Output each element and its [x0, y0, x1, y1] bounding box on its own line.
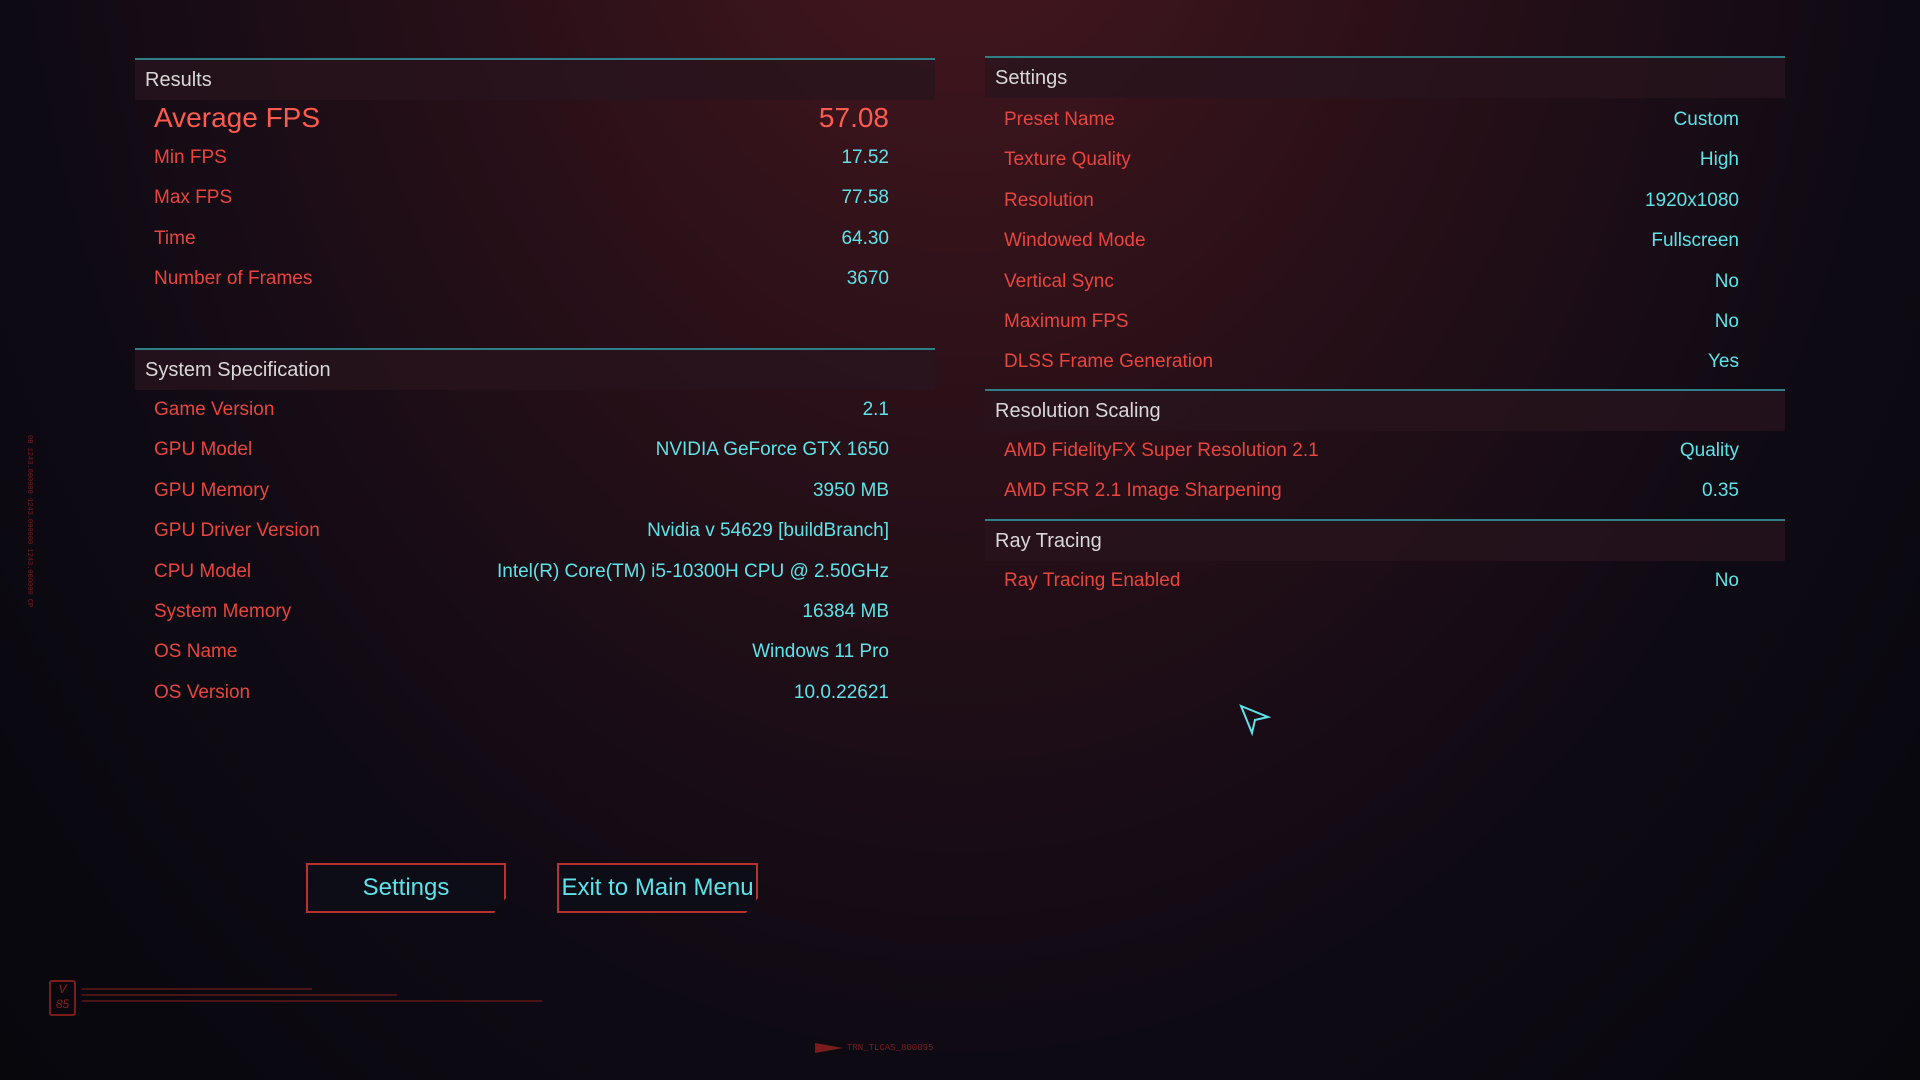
row-label: AMD FidelityFX Super Resolution 2.1: [1004, 440, 1319, 461]
table-row: Maximum FPS No: [985, 302, 1785, 342]
table-row: OS Name Windows 11 Pro: [135, 632, 935, 672]
system-header: System Specification: [135, 350, 935, 390]
row-value: Intel(R) Core(TM) i5-10300H CPU @ 2.50GH…: [496, 560, 889, 582]
results-panel: Results Average FPS 57.08 Min FPS 17.52 Max…: [135, 58, 935, 348]
table-row: Preset Name Custom: [985, 100, 1785, 140]
row-value: Nvidia v 54629 [buildBranch]: [647, 520, 889, 542]
row-label: Resolution: [1004, 189, 1094, 211]
version-badge: V 85: [49, 980, 76, 1016]
row-label: Texture Quality: [1004, 149, 1131, 171]
row-value: 0.35: [1702, 480, 1739, 502]
row-value: Quality: [1679, 440, 1739, 461]
row-value: 77.58: [841, 187, 889, 209]
table-row: Ray Tracing Enabled No: [985, 561, 1785, 601]
system-panel: System Specification Game Version 2.1 GPU …: [135, 348, 935, 708]
row-value: 64.30: [841, 227, 889, 249]
row-label: System Memory: [154, 601, 292, 622]
table-row: DLSS Frame Generation Yes: [985, 342, 1785, 382]
scaling-header: Resolution Scaling: [985, 391, 1785, 431]
raytracing-header: Ray Tracing: [985, 521, 1785, 561]
row-label: AMD FSR 2.1 Image Sharpening: [1004, 480, 1282, 502]
row-value: 10.0.22621: [793, 681, 889, 703]
arrow-marker-icon: [815, 1043, 843, 1053]
label: Average FPS: [154, 102, 321, 133]
average-fps-row: Average FPS 57.08: [135, 98, 935, 138]
table-row: GPU Model NVIDIA GeForce GTX 1650: [135, 430, 935, 470]
table-row: Max FPS 77.58: [135, 178, 935, 218]
side-text: 0B 1243.000000 1243.000000 1243.000000 C…: [25, 435, 33, 608]
table-row: AMD FSR 2.1 Image Sharpening 0.35: [985, 471, 1785, 511]
row-label: Preset Name: [1004, 109, 1115, 130]
table-row: Texture Quality High: [985, 140, 1785, 180]
table-row: System Memory 16384 MB: [135, 592, 935, 632]
row-value: No: [1714, 570, 1739, 591]
legal-text-lines: [82, 988, 542, 1002]
table-row: GPU Driver Version Nvidia v 54629 [buildB…: [135, 511, 935, 551]
value: 57.08: [818, 102, 889, 133]
row-label: GPU Driver Version: [154, 520, 320, 542]
row-value: 1920x1080: [1644, 189, 1739, 211]
row-label: Ray Tracing Enabled: [1004, 570, 1181, 591]
row-value: 17.52: [841, 147, 889, 168]
row-label: Number of Frames: [154, 268, 313, 290]
row-label: GPU Memory: [154, 479, 270, 501]
row-label: DLSS Frame Generation: [1004, 351, 1214, 373]
row-label: Maximum FPS: [1004, 311, 1129, 332]
badge-top: V: [58, 982, 67, 996]
row-value: Fullscreen: [1651, 230, 1739, 252]
settings-panel: Settings Preset Name Custom Texture Qualit…: [985, 56, 1785, 389]
row-label: Min FPS: [154, 147, 227, 168]
row-value: 3950 MB: [812, 479, 889, 501]
row-label: Game Version: [154, 399, 275, 420]
table-row: Number of Frames 3670: [135, 259, 935, 299]
footer-code: TRN_TLCAS_800095: [847, 1043, 934, 1053]
table-row: Resolution 1920x1080: [985, 181, 1785, 221]
row-label: GPU Model: [154, 439, 253, 461]
table-row: Vertical Sync No: [985, 262, 1785, 302]
table-row: CPU Model Intel(R) Core(TM) i5-10300H CPU…: [135, 552, 935, 592]
cursor-icon: [1239, 704, 1272, 737]
row-label: CPU Model: [154, 560, 252, 582]
table-row: OS Version 10.0.22621: [135, 673, 935, 713]
row-label: Time: [154, 227, 196, 249]
row-value: Custom: [1673, 109, 1739, 130]
row-value: 3670: [846, 268, 889, 290]
row-label: Windowed Mode: [1004, 230, 1146, 252]
table-row: AMD FidelityFX Super Resolution 2.1 Quali…: [985, 431, 1785, 471]
row-label: Vertical Sync: [1004, 270, 1114, 292]
row-value: Windows 11 Pro: [752, 641, 889, 663]
row-value: NVIDIA GeForce GTX 1650: [655, 439, 889, 461]
table-row: Time 64.30: [135, 219, 935, 259]
table-row: GPU Memory 3950 MB: [135, 471, 935, 511]
row-value: No: [1714, 311, 1739, 332]
row-value: High: [1699, 149, 1739, 171]
row-value: 2.1: [862, 399, 889, 420]
settings-header: Settings: [985, 58, 1785, 98]
row-label: Max FPS: [154, 187, 233, 209]
table-row: Windowed Mode Fullscreen: [985, 221, 1785, 261]
scaling-panel: Resolution Scaling AMD FidelityFX Super …: [985, 389, 1785, 519]
table-row: Game Version 2.1: [135, 390, 935, 430]
results-header: Results: [135, 60, 935, 100]
row-value: No: [1714, 270, 1739, 292]
row-value: Yes: [1708, 351, 1739, 373]
table-row: Min FPS 17.52: [135, 138, 935, 178]
badge-bottom: 85: [55, 997, 70, 1011]
settings-button[interactable]: Settings: [306, 863, 506, 913]
row-label: OS Name: [154, 641, 238, 663]
row-value: 16384 MB: [802, 601, 889, 622]
exit-main-menu-button[interactable]: Exit to Main Menu: [557, 863, 758, 913]
row-label: OS Version: [154, 681, 251, 703]
raytracing-panel: Ray Tracing Ray Tracing Enabled No: [985, 519, 1785, 609]
